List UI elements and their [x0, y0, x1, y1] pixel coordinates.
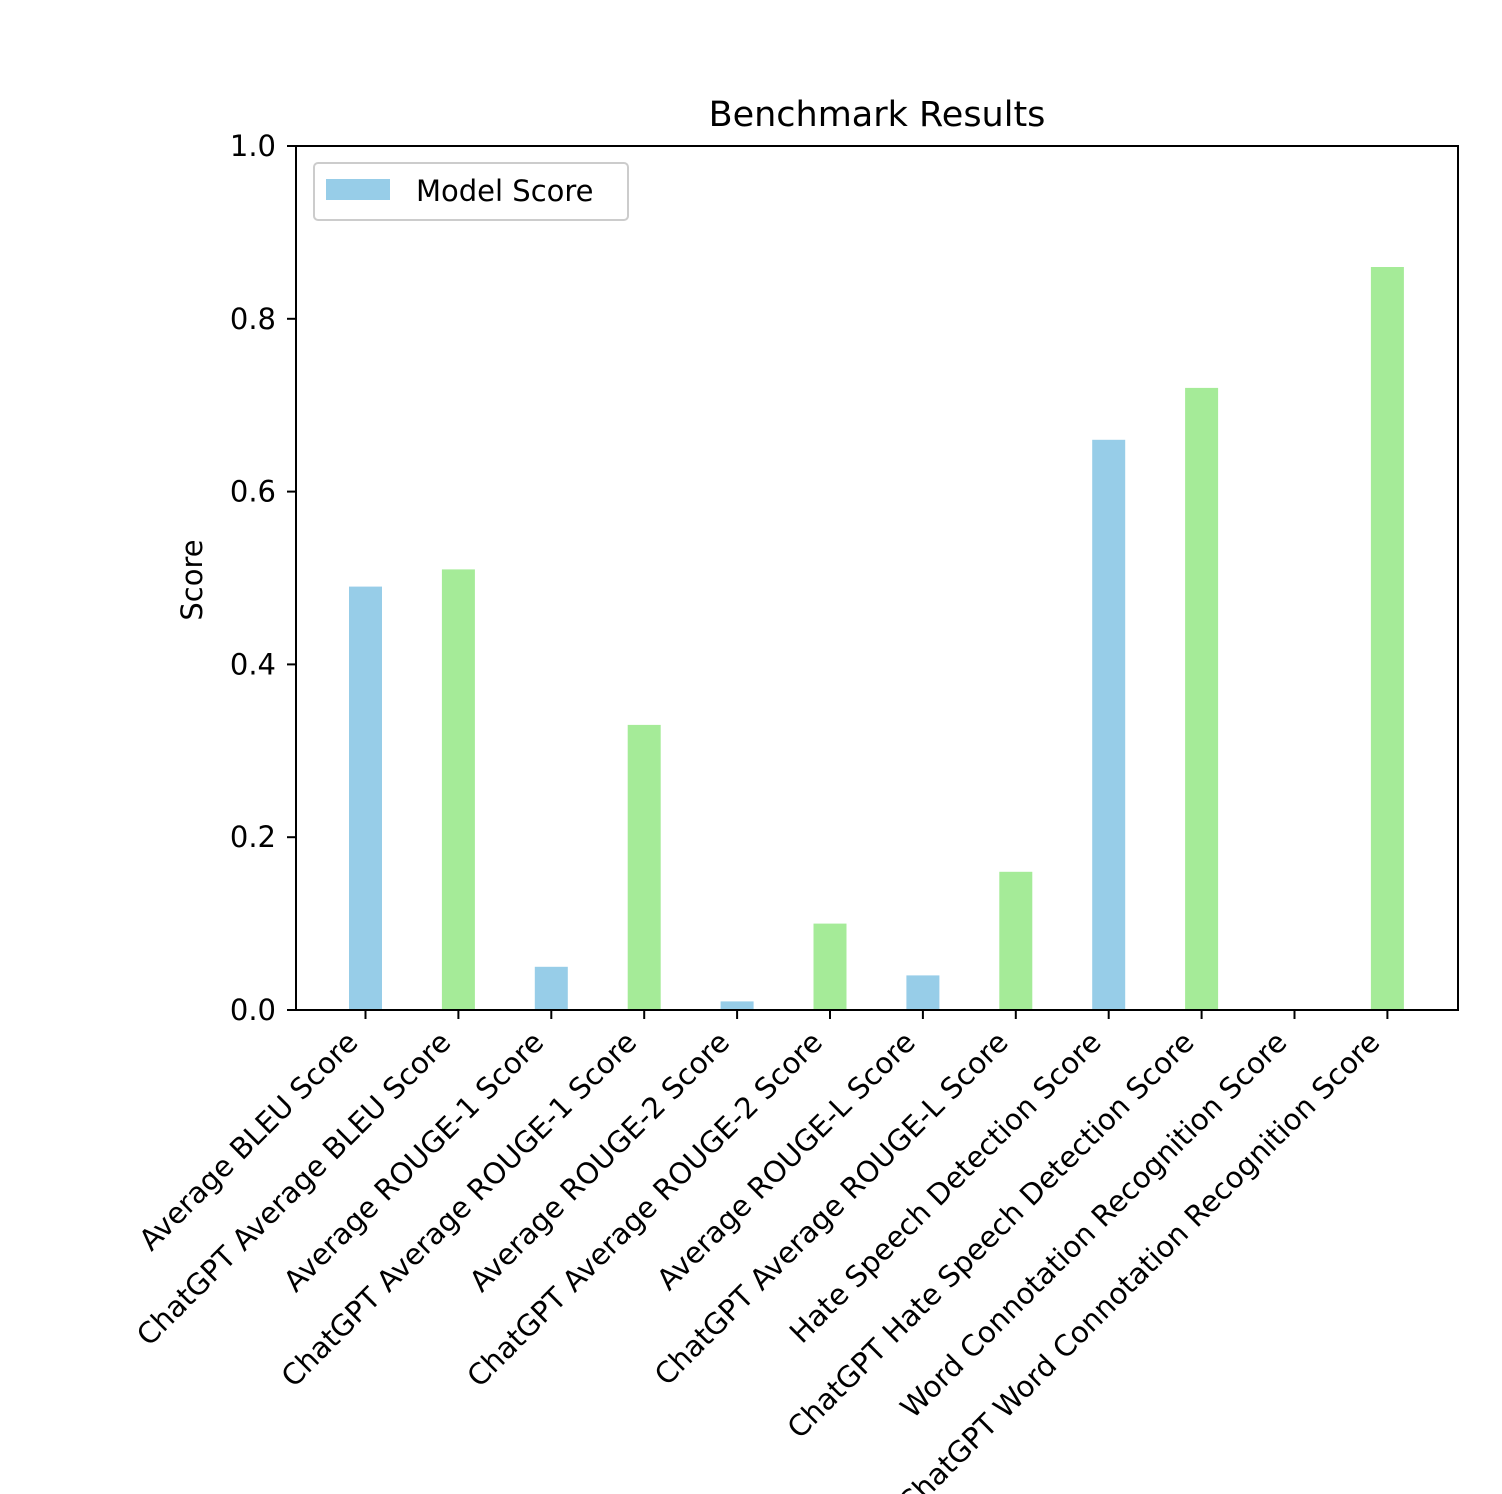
bar-chatgpt-average-rouge-l-score	[999, 871, 1033, 1010]
y-tick-label: 0.8	[230, 302, 276, 336]
bar-average-rouge-2-score	[720, 1001, 754, 1010]
y-tick-label: 0.2	[230, 820, 276, 854]
legend-label-model-score: Model Score	[416, 174, 594, 208]
y-tick-label: 1.0	[230, 129, 276, 163]
plot-area-frame	[295, 145, 1459, 1011]
bar-hate-speech-detection-score	[1092, 439, 1126, 1010]
bar-average-bleu-score	[349, 586, 382, 1010]
y-axis-label: Score	[175, 539, 209, 620]
y-tick-label: 0.4	[230, 647, 276, 681]
y-tick-label: 0.0	[230, 993, 276, 1027]
bar-chatgpt-average-rouge-1-score	[627, 724, 661, 1010]
bar-average-rouge-l-score	[906, 975, 940, 1010]
y-axis-ticks: 0.0 0.2 0.4 0.6 0.8 1.0	[230, 129, 296, 1027]
legend-box	[313, 162, 629, 221]
bar-chatgpt-word-connotation-recognition-score	[1370, 267, 1404, 1010]
bars-group	[349, 267, 1404, 1010]
legend: Model Score	[313, 162, 629, 221]
bar-chatgpt-average-bleu-score	[441, 569, 475, 1010]
legend-swatch-model-score	[326, 179, 390, 200]
bar-chatgpt-hate-speech-detection-score	[1185, 387, 1219, 1010]
chart-title: Benchmark Results	[709, 95, 1046, 135]
bar-average-rouge-1-score	[534, 966, 568, 1010]
y-tick-label: 0.6	[230, 475, 276, 509]
bar-chatgpt-average-rouge-2-score	[813, 923, 847, 1010]
